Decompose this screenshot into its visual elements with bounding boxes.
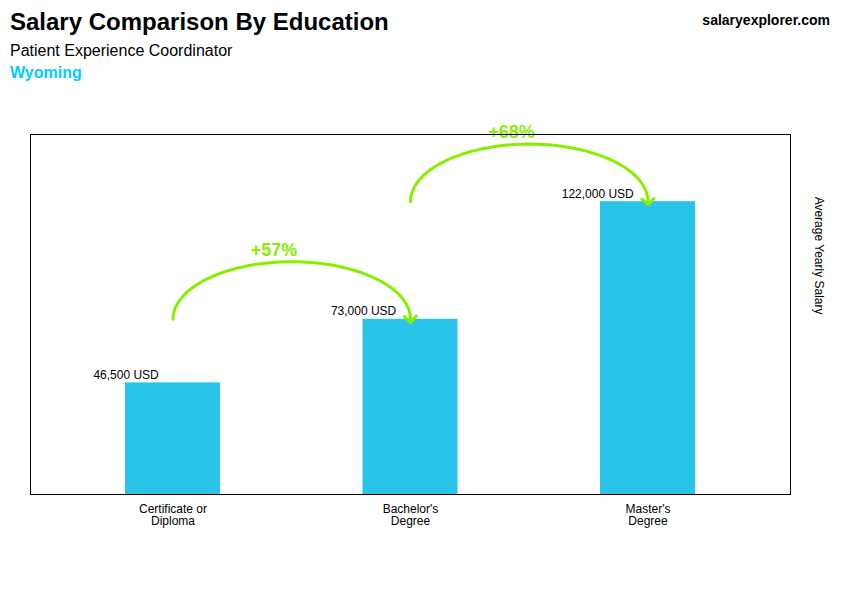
svg-text:73,000 USD: 73,000 USD: [331, 304, 397, 318]
svg-text:Average Yearly Salary: Average Yearly Salary: [812, 197, 826, 315]
svg-text:122,000 USD: 122,000 USD: [562, 187, 634, 201]
svg-text:Master'sDegree: Master'sDegree: [626, 502, 671, 528]
svg-text:Certificate orDiploma: Certificate orDiploma: [139, 502, 207, 528]
svg-text:+68%: +68%: [488, 122, 535, 142]
html-text:Patient Experience Coordinator: Patient Experience Coordinator: [10, 42, 233, 59]
svg-text:Bachelor'sDegree: Bachelor'sDegree: [383, 502, 439, 528]
html-text:Salary Comparison By Education: Salary Comparison By Education: [10, 8, 389, 35]
html-text:Wyoming: Wyoming: [10, 64, 82, 81]
html-text:salaryexplorer.com: salaryexplorer.com: [702, 12, 830, 28]
svg-text:+57%: +57%: [251, 240, 298, 260]
svg-text:46,500 USD: 46,500 USD: [93, 368, 159, 382]
